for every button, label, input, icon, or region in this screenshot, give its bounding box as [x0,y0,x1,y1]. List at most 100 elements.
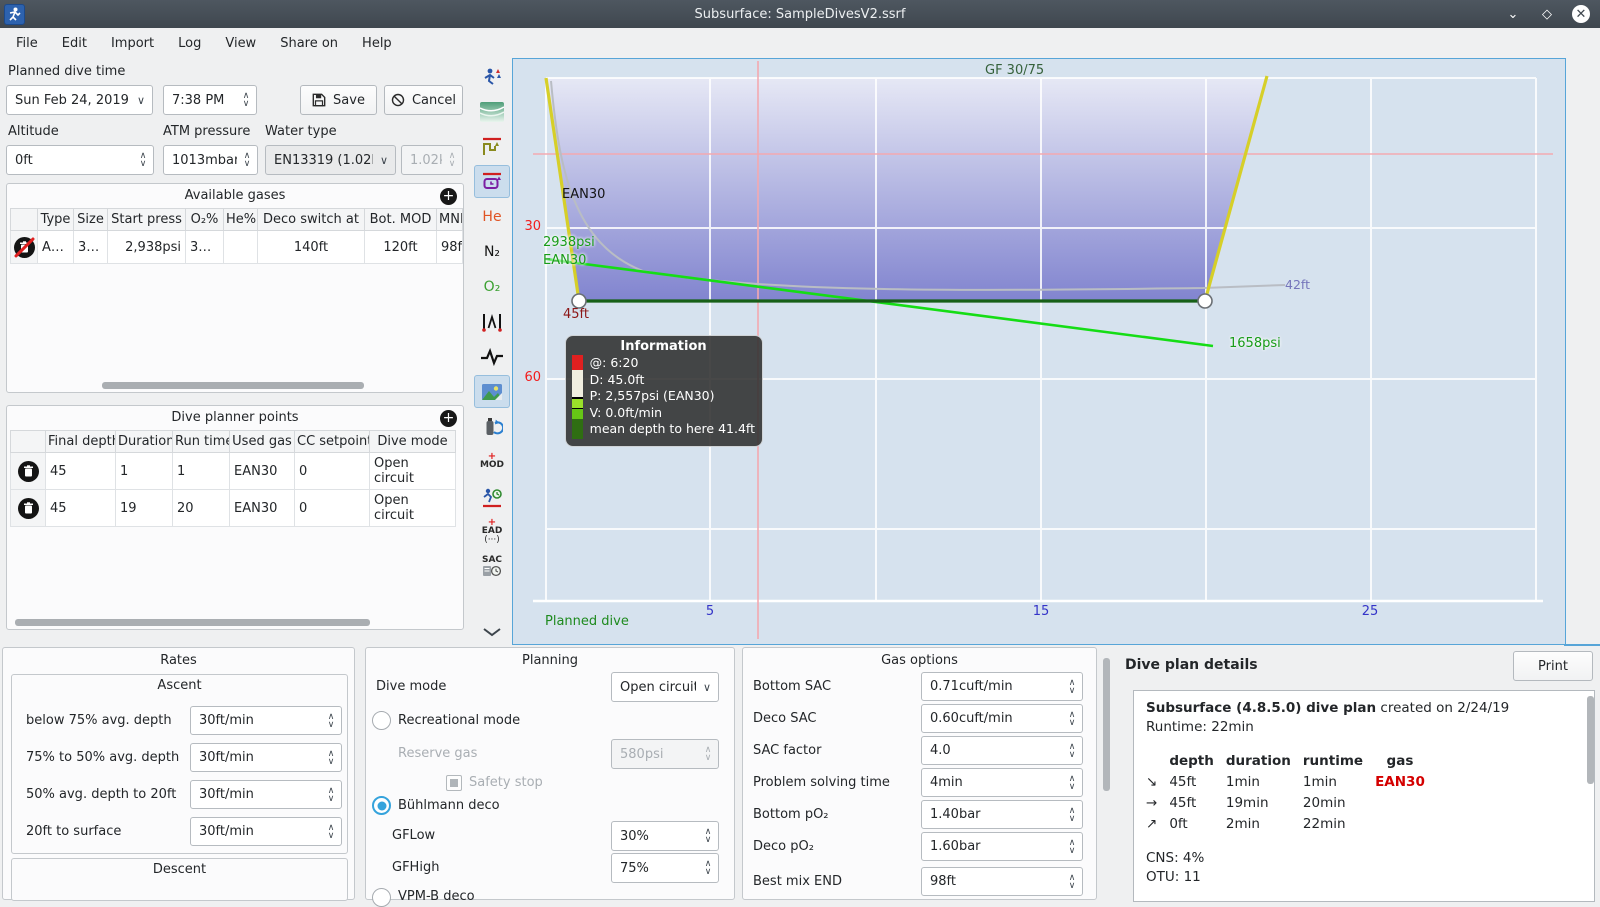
col-mnd[interactable]: MND [436,208,463,231]
problem-solving-time-spinner[interactable]: 4min ∧ ∨ [921,768,1083,797]
col-start-press[interactable]: Start press [107,208,186,231]
col-he[interactable]: He% [223,208,258,231]
gas-switch-button[interactable] [474,410,510,443]
dive-time-spinner[interactable]: 7:38 PM ∧ ∨ [163,85,257,115]
add-point-button[interactable]: + [440,410,457,427]
spin-arrows-icon[interactable]: ∧ ∨ [242,91,250,109]
tissue-deco-button[interactable] [474,305,510,338]
gases-hscrollbar[interactable] [102,382,364,389]
save-button[interactable]: Save [300,85,377,115]
col-size[interactable]: Size [73,208,108,231]
delete-gas-icon[interactable] [13,236,35,258]
recreational-mode-radio[interactable] [372,711,391,730]
save-icon [312,93,326,107]
information-tooltip[interactable]: Information @: 6:20 D: 45.0ft P: 2,557ps… [565,335,763,447]
col-cc-setpoint[interactable]: CC setpoint [294,430,370,453]
bottom-po2-spinner[interactable]: 1.40bar ∧ ∨ [921,800,1083,829]
delete-point-icon[interactable] [17,460,39,482]
dive-mode-label: Dive mode [376,679,447,694]
ndl-tts-button[interactable] [474,480,510,513]
vpmb-deco-radio[interactable] [372,888,391,907]
col-run-time[interactable]: Run time [172,430,230,453]
gflow-spinner[interactable]: 30% ∧ ∨ [611,821,719,851]
water-type-select[interactable]: EN13319 (1.02k ∨ [265,145,396,175]
bottom-panels-vscrollbar[interactable] [1103,658,1110,791]
descent-group: Descent [11,858,348,901]
setpoint-button[interactable] [474,165,510,198]
menu-import[interactable]: Import [110,35,155,51]
bottom-sac-spinner[interactable]: 0.71cuft/min ∧ ∨ [921,672,1083,701]
buhlmann-deco-label: Bühlmann deco [398,798,500,813]
col-final-depth[interactable]: Final depth [45,430,116,453]
heart-rate-button[interactable] [474,340,510,373]
close-icon[interactable]: ✕ [1572,5,1590,23]
waypoint-handle[interactable] [571,293,587,309]
buhlmann-deco-radio[interactable] [372,796,391,815]
photos-button[interactable] [474,375,510,408]
dive-plan-heading: Dive plan details [1125,657,1258,673]
chevron-down-icon: ∨ [702,680,712,694]
ascent-rate-3-spinner[interactable]: 30ft/min ∧ ∨ [190,780,342,809]
col-o2[interactable]: O₂% [185,208,224,231]
deco-sac-spinner[interactable]: 0.60cuft/min ∧ ∨ [921,704,1083,733]
col-bot-mod[interactable]: Bot. MOD [364,208,437,231]
menu-view[interactable]: View [225,35,257,51]
minimize-icon[interactable]: ⌄ [1507,6,1519,22]
col-used-gas[interactable]: Used gas [229,430,295,453]
ascent-rate-1-spinner[interactable]: 30ft/min ∧ ∨ [190,706,342,735]
ead-button[interactable]: + EAD (···) [481,516,503,545]
altitude-spinner[interactable]: 0ft ∧ ∨ [6,145,154,175]
print-button[interactable]: Print [1513,651,1593,681]
col-dive-mode[interactable]: Dive mode [369,430,456,453]
he-partial-pressure-button[interactable]: He [474,200,510,233]
dc-ceiling-button[interactable] [474,130,510,163]
best-mix-end-spinner[interactable]: 98ft ∧ ∨ [921,867,1083,896]
points-hscrollbar[interactable] [15,619,370,626]
diver-rates-button[interactable] [474,60,510,93]
gas-o2-cell[interactable]: 3… [185,230,224,264]
sac-factor-spinner[interactable]: 4.0 ∧ ∨ [921,736,1083,765]
toolbar-collapse-button[interactable] [482,626,502,641]
sac-rate-button[interactable]: SAC [474,550,510,583]
calculated-ceiling-button[interactable] [474,95,510,128]
gfhigh-spinner[interactable]: 75% ∧ ∨ [611,853,719,883]
ascent-rate-2-spinner[interactable]: 30ft/min ∧ ∨ [190,743,342,772]
gas-mnd-cell[interactable]: 98ft [436,230,463,264]
add-gas-button[interactable]: + [440,188,457,205]
dive-date-select[interactable]: Sun Feb 24, 2019 ∨ [6,85,153,115]
atm-pressure-spinner[interactable]: 1013mbar ∧ ∨ [163,145,258,175]
deco-po2-spinner[interactable]: 1.60bar ∧ ∨ [921,832,1083,861]
gas-options-panel: Gas options Bottom SAC 0.71cuft/min ∧ ∨ D… [742,647,1097,900]
start-gas-label: EAN30 [543,253,587,268]
n2-partial-pressure-button[interactable]: N₂ [474,235,510,268]
ascent-rate-4-spinner[interactable]: 30ft/min ∧ ∨ [190,817,342,846]
dive-mode-select[interactable]: Open circuit ∨ [611,672,719,702]
gas-start-press-cell[interactable]: 2,938psi [107,230,186,264]
gas-deco-switch-cell[interactable]: 140ft [257,230,365,264]
menu-help[interactable]: Help [362,35,392,51]
col-duration[interactable]: Duration [115,430,173,453]
vpmb-deco-label: VPM-B deco [398,889,475,904]
menu-edit[interactable]: Edit [61,35,87,51]
menu-log[interactable]: Log [178,35,202,51]
gas-bot-mod-cell[interactable]: 120ft [364,230,437,264]
descent-gas-label: EAN30 [562,187,606,202]
col-type[interactable]: Type [37,208,74,231]
rate-label: 75% to 50% avg. depth [26,750,180,765]
gas-size-cell[interactable]: 3… [73,230,108,264]
cancel-button[interactable]: Cancel [384,85,463,115]
waypoint-handle[interactable] [1197,293,1213,309]
gas-type-cell[interactable]: A… [37,230,74,264]
maximize-icon[interactable]: ◇ [1542,6,1552,22]
menu-share-on[interactable]: Share on [280,35,339,51]
gas-he-cell[interactable] [223,230,258,264]
time-tick-15: 15 [1032,604,1050,619]
safety-stop-checkbox[interactable] [446,775,462,791]
mod-button[interactable]: + MOD [474,445,510,478]
col-deco-switch[interactable]: Deco switch at [257,208,365,231]
delete-point-icon[interactable] [17,497,39,519]
dive-profile-chart[interactable]: GF 30/75 30 60 5 15 25 EAN30 2938psi EAN… [512,58,1566,645]
o2-partial-pressure-button[interactable]: O₂ [474,270,510,303]
menu-file[interactable]: File [16,35,38,51]
plan-text-vscrollbar[interactable] [1587,696,1594,784]
